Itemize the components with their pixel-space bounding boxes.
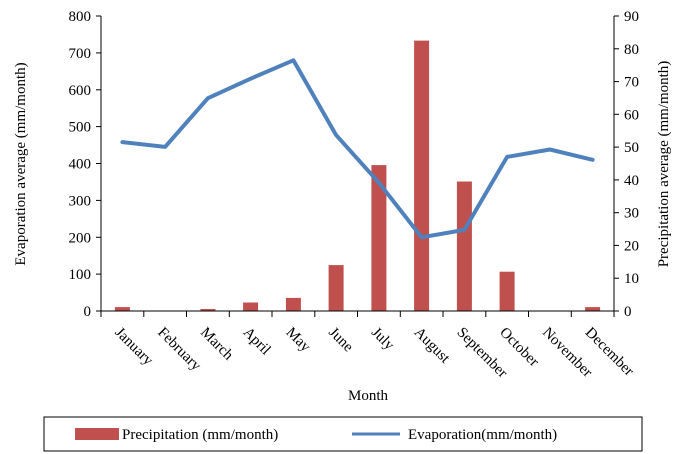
- right-tick-label: 70: [624, 75, 639, 91]
- legend-box: [43, 416, 643, 452]
- right-tick-label: 30: [624, 206, 639, 222]
- precipitation-bar-january: [114, 307, 130, 311]
- precipitation-bar-june: [328, 265, 344, 311]
- month-label-august: August: [411, 325, 454, 368]
- month-label-february: February: [154, 325, 204, 375]
- legend-precipitation-swatch: [75, 428, 119, 440]
- legend: Precipitation (mm/month) Evaporation(mm/…: [43, 416, 643, 452]
- left-axis-title: Evaporation average (mm/month): [13, 62, 29, 265]
- right-tick-label: 80: [624, 42, 639, 58]
- right-tick-label: 0: [624, 304, 632, 320]
- legend-precipitation-label: Precipitation (mm/month): [122, 427, 278, 443]
- legend-evaporation-label: Evaporation(mm/month): [408, 427, 557, 443]
- right-tick-label: 20: [624, 238, 639, 254]
- axes: [100, 16, 615, 317]
- precipitation-bar-april: [243, 302, 259, 311]
- left-tick-label: 600: [69, 83, 92, 99]
- precipitation-bar-march: [200, 309, 216, 311]
- left-tick-label: 100: [69, 267, 92, 283]
- left-tick-label: 400: [69, 157, 92, 173]
- right-tick-label: 90: [624, 9, 639, 25]
- month-label-may: May: [283, 325, 314, 356]
- right-tick-label: 10: [624, 271, 639, 287]
- left-tick-label: 500: [69, 120, 92, 136]
- x-axis-title: Month: [348, 388, 389, 404]
- precipitation-bar-october: [499, 271, 515, 311]
- precipitation-bar-december: [585, 307, 601, 311]
- left-tick-label: 700: [69, 46, 92, 62]
- precipitation-bar-july: [371, 165, 387, 311]
- right-axis-ticks: 0 10 20 30 40 50 60 70 80 90: [614, 9, 639, 320]
- left-tick-label: 0: [84, 304, 92, 320]
- left-tick-label: 800: [69, 9, 92, 25]
- evaporation-line: [120, 58, 595, 240]
- precipitation-bar-august: [414, 40, 430, 311]
- month-label-june: June: [325, 325, 356, 356]
- left-tick-label: 200: [69, 230, 92, 246]
- left-tick-label: 300: [69, 193, 92, 209]
- right-tick-label: 60: [624, 107, 639, 123]
- month-label-april: April: [240, 325, 274, 359]
- month-label-january: January: [112, 325, 157, 370]
- month-label-july: July: [368, 325, 397, 354]
- right-tick-label: 40: [624, 173, 639, 189]
- right-axis-title: Precipitation average (mm/month): [656, 61, 672, 268]
- month-label-march: March: [197, 325, 236, 364]
- right-tick-label: 50: [624, 140, 639, 156]
- precipitation-bars: [114, 40, 601, 311]
- precipitation-bar-september: [456, 181, 472, 311]
- left-axis-ticks: 0 100 200 300 400 500 600 700 800: [69, 9, 101, 320]
- precipitation-bar-may: [285, 297, 301, 311]
